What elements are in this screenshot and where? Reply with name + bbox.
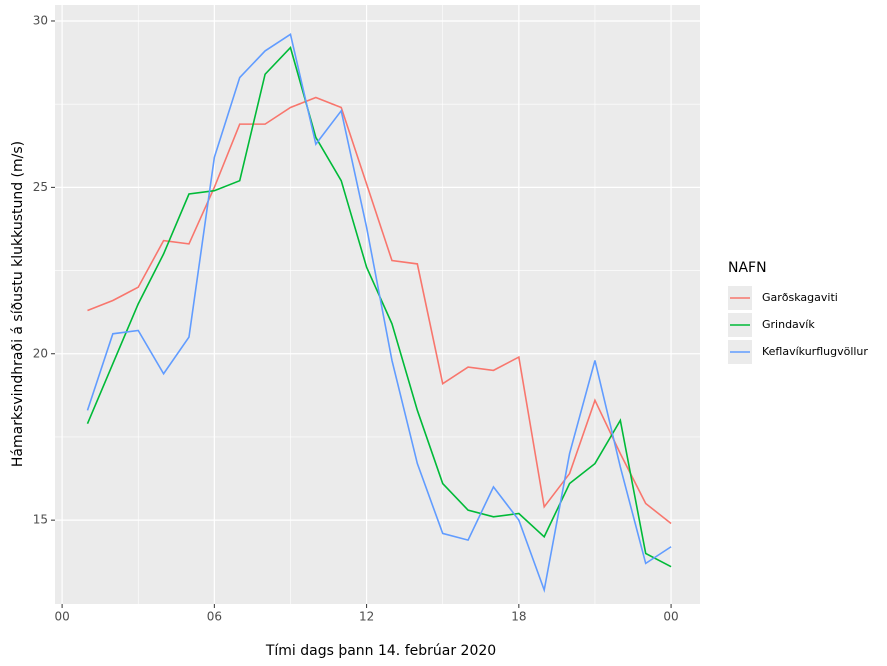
x-tick-label: 12 [359,610,374,624]
y-tick-label: 20 [33,346,48,360]
x-tick-label: 00 [663,610,678,624]
x-tick-label: 06 [207,610,222,624]
panel-background [55,5,700,604]
panel [55,5,700,604]
y-tick-label: 30 [33,13,48,27]
legend-label: Garðskagaviti [762,291,838,304]
x-axis-title: Tími dags þann 14. febrúar 2020 [265,643,496,659]
series-line [87,96,672,525]
y-axis-title: Hámarksvindhraði á síðustu klukkustund (… [10,141,26,467]
x-tick-label: 18 [511,610,526,624]
y-tick-label: 25 [33,180,48,194]
legend-title: NAFN [728,260,767,276]
legend-label: Keflavíkurflugvöllur [762,345,868,358]
legend-label: Grindavík [762,318,815,331]
y-tick-label: 15 [33,513,48,527]
x-tick-label: 00 [54,610,69,624]
series-line [86,32,672,594]
